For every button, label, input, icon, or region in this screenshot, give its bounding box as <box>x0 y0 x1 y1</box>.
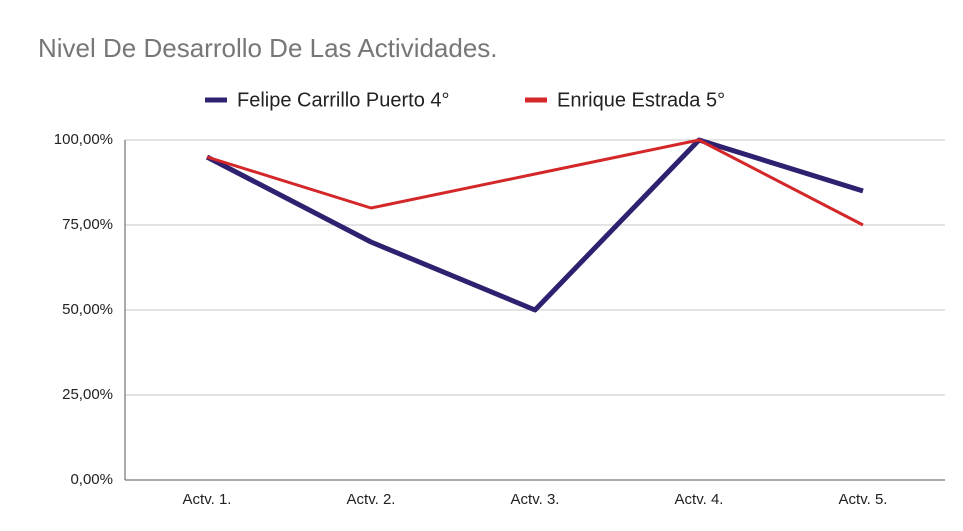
y-tick-label: 25,00% <box>62 386 113 403</box>
chart-title: Nivel De Desarrollo De Las Actividades. <box>38 33 498 63</box>
x-tick-label: Actv. 3. <box>511 491 560 508</box>
x-tick-label: Actv. 5. <box>839 491 888 508</box>
legend-label: Felipe Carrillo Puerto 4° <box>237 89 450 111</box>
y-tick-label: 100,00% <box>54 131 113 148</box>
legend-label: Enrique Estrada 5° <box>557 89 725 111</box>
x-tick-label: Actv. 4. <box>675 491 724 508</box>
x-tick-label: Actv. 1. <box>183 491 232 508</box>
y-tick-label: 75,00% <box>62 216 113 233</box>
y-tick-label: 0,00% <box>70 471 113 488</box>
series-line <box>205 137 864 313</box>
x-tick-label: Actv. 2. <box>347 491 396 508</box>
y-tick-label: 50,00% <box>62 301 113 318</box>
series-line <box>206 138 864 227</box>
